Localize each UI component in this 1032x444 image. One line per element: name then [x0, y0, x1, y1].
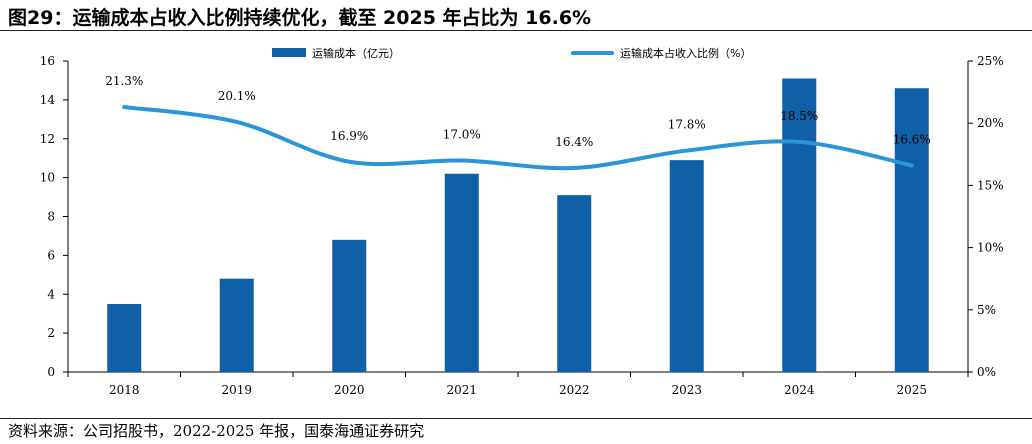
source-note: 资料来源：公司招股书，2022-2025 年报，国泰海通证券研究 [8, 422, 425, 440]
data-label: 21.3% [105, 74, 143, 88]
bar [107, 303, 142, 372]
y-tick-label-left: 16 [40, 54, 55, 68]
data-label: 16.4% [555, 135, 593, 149]
bar [894, 88, 929, 373]
bar [782, 78, 817, 373]
x-tick-label: 2024 [784, 383, 815, 397]
y-tick-label-left: 8 [47, 210, 55, 224]
data-label: 16.6% [893, 132, 931, 146]
y-tick-label-right: 0% [977, 365, 996, 379]
x-tick-label: 2020 [334, 383, 365, 397]
legend-label-bar: 运输成本（亿元） [312, 46, 400, 60]
series-line [122, 105, 914, 171]
y-tick-label-left: 2 [47, 326, 55, 340]
y-tick-label-right: 5% [977, 303, 996, 317]
y-tick-label-left: 12 [40, 132, 55, 146]
chart: 0 2 4 6 8 10 12 14 16 0% 5% 10% 15% 20% 25% 2018 2019 202… [40, 46, 1004, 397]
x-tick-label: 2019 [221, 383, 252, 397]
legend-label-line: 运输成本占收入比例（%） [620, 46, 751, 60]
y-tick-label-left: 10 [40, 171, 55, 185]
x-tick-label: 2025 [896, 383, 927, 397]
x-tick-label: 2018 [109, 383, 140, 397]
y-tick-label-left: 0 [47, 365, 55, 379]
chart-title: 图29：运输成本占收入比例持续优化，截至 2025 年占比为 16.6% [8, 7, 592, 29]
y-tick-label-right: 15% [977, 178, 1004, 192]
y-tick-label-right: 20% [977, 116, 1004, 130]
y-tick-label-left: 4 [47, 287, 55, 301]
bar [444, 173, 479, 372]
data-label: 16.9% [330, 129, 368, 143]
y-tick-label-left: 14 [40, 93, 56, 107]
y-tick-label-right: 10% [977, 241, 1004, 255]
y-tick-label-left: 6 [47, 248, 55, 262]
legend-swatch-bar [272, 48, 306, 57]
x-tick-label: 2023 [671, 383, 702, 397]
data-label: 17.0% [443, 128, 481, 142]
data-label: 20.1% [218, 89, 256, 103]
data-label: 18.5% [780, 109, 818, 123]
bar [669, 160, 704, 372]
data-label: 17.8% [668, 118, 706, 132]
bar [332, 239, 367, 372]
y-tick-label-right: 25% [977, 54, 1004, 68]
x-tick-label: 2021 [446, 383, 477, 397]
title-rule [0, 30, 1032, 31]
x-tick-label: 2022 [559, 383, 590, 397]
bar [219, 278, 254, 372]
bar [557, 195, 592, 372]
source-rule [0, 418, 1032, 419]
